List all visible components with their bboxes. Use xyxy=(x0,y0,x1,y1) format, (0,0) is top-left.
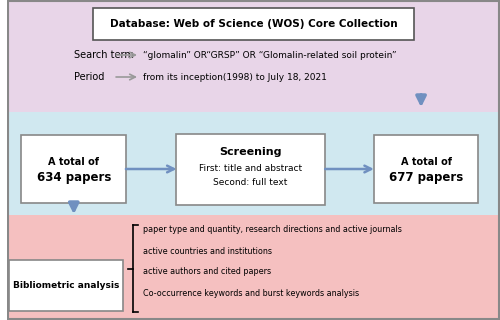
FancyBboxPatch shape xyxy=(22,135,126,203)
FancyBboxPatch shape xyxy=(92,8,414,40)
FancyBboxPatch shape xyxy=(374,135,478,203)
Text: Co-occurrence keywords and burst keywords analysis: Co-occurrence keywords and burst keyword… xyxy=(143,290,359,299)
Text: Database: Web of Science (WOS) Core Collection: Database: Web of Science (WOS) Core Coll… xyxy=(110,19,397,29)
FancyBboxPatch shape xyxy=(6,112,500,215)
Text: 677 papers: 677 papers xyxy=(389,171,463,183)
Text: A total of: A total of xyxy=(400,157,452,167)
Text: Second: full text: Second: full text xyxy=(213,178,288,187)
Text: active authors and cited papers: active authors and cited papers xyxy=(143,268,271,276)
FancyBboxPatch shape xyxy=(6,0,500,112)
Text: 634 papers: 634 papers xyxy=(36,171,111,183)
Text: Screening: Screening xyxy=(219,147,282,157)
Text: Search term: Search term xyxy=(74,50,134,60)
FancyBboxPatch shape xyxy=(6,215,500,320)
Text: active countries and institutions: active countries and institutions xyxy=(143,247,272,257)
Text: paper type and quantity, research directions and active journals: paper type and quantity, research direct… xyxy=(143,226,402,235)
FancyBboxPatch shape xyxy=(8,260,123,311)
Text: “glomalin” OR“GRSP” OR “Glomalin-related soil protein”: “glomalin” OR“GRSP” OR “Glomalin-related… xyxy=(143,51,397,60)
Text: A total of: A total of xyxy=(48,157,100,167)
Text: Bibliometric analysis: Bibliometric analysis xyxy=(12,282,119,291)
Text: First: title and abstract: First: title and abstract xyxy=(199,164,302,172)
Text: Period: Period xyxy=(74,72,104,82)
Text: from its inception(1998) to July 18, 2021: from its inception(1998) to July 18, 202… xyxy=(143,73,326,82)
FancyBboxPatch shape xyxy=(176,134,326,205)
